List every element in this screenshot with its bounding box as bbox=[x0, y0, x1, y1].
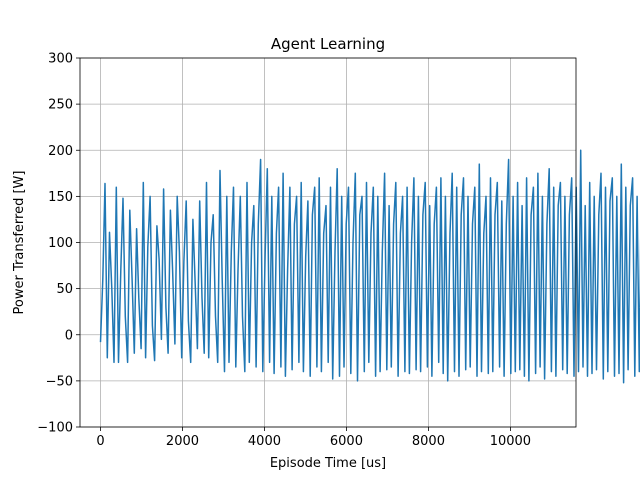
x-tick-label: 10000 bbox=[490, 434, 531, 449]
x-axis-label: Episode Time [us] bbox=[270, 456, 386, 471]
y-axis-label: Power Transferred [W] bbox=[12, 171, 27, 315]
y-tick-label: −50 bbox=[46, 374, 73, 389]
x-tick-label: 2000 bbox=[166, 434, 199, 449]
y-tick-label: −100 bbox=[37, 421, 73, 436]
y-tick-label: 150 bbox=[48, 190, 73, 205]
x-tick-label: 0 bbox=[96, 434, 104, 449]
series-line-power bbox=[101, 150, 640, 382]
y-tick-label: 50 bbox=[56, 282, 73, 297]
x-tick-label: 8000 bbox=[412, 434, 445, 449]
x-tick-label: 6000 bbox=[330, 434, 363, 449]
y-tick-label: 100 bbox=[48, 236, 73, 251]
y-tick-label: 0 bbox=[65, 328, 73, 343]
chart-title: Agent Learning bbox=[271, 35, 385, 53]
y-tick-label: 300 bbox=[48, 52, 73, 67]
y-tick-label: 200 bbox=[48, 144, 73, 159]
series-layer bbox=[101, 150, 640, 382]
x-tick-label: 4000 bbox=[248, 434, 281, 449]
y-tick-label: 250 bbox=[48, 98, 73, 113]
